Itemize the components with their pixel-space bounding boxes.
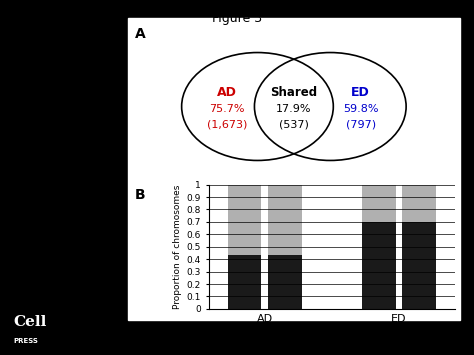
Text: Copyright © 2004 The American Society of Human Genetics Terms and Conditions: Copyright © 2004 The American Society of… <box>135 337 395 343</box>
Text: AD: AD <box>217 86 237 99</box>
Text: (1,673): (1,673) <box>207 120 247 130</box>
Bar <box>268 185 301 256</box>
Text: (537): (537) <box>279 120 309 130</box>
Text: Cell: Cell <box>13 315 46 329</box>
Text: Shared: Shared <box>270 86 318 99</box>
Bar <box>362 185 396 222</box>
Text: A: A <box>135 27 146 40</box>
FancyBboxPatch shape <box>128 18 460 320</box>
Bar <box>402 222 436 309</box>
Bar <box>228 256 261 309</box>
Bar <box>228 185 261 256</box>
Text: B: B <box>135 188 146 202</box>
Text: 59.8%: 59.8% <box>343 104 378 114</box>
Bar <box>268 256 301 309</box>
Text: Figure 3: Figure 3 <box>212 12 262 26</box>
Text: The American Journal of Human Genetics 2004 74, 610-622DOI: (10.1086/382227): The American Journal of Human Genetics 2… <box>135 325 394 330</box>
Text: PRESS: PRESS <box>13 338 38 344</box>
Y-axis label: Proportion of chromosomes: Proportion of chromosomes <box>173 185 182 309</box>
Bar <box>402 185 436 222</box>
Text: ED: ED <box>351 86 370 99</box>
Text: (797): (797) <box>346 120 376 130</box>
Bar <box>362 222 396 309</box>
Text: 75.7%: 75.7% <box>210 104 245 114</box>
Text: 17.9%: 17.9% <box>276 104 311 114</box>
